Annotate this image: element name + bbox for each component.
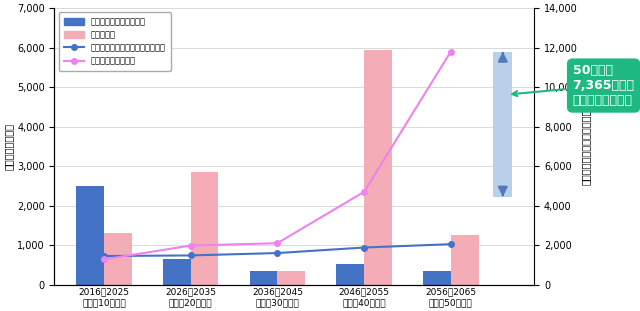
Bar [76,186,104,285]
Bar [364,50,392,285]
Legend: 予防保全型（平準化後）, 対症療法型, 予防保全型（平準化後）（累積）, 対症療法型（累積）: 予防保全型（平準化後）, 対症療法型, 予防保全型（平準化後）（累積）, 対症療… [59,12,171,71]
Y-axis label: 維持事業費累積額（百万円）: 維持事業費累積額（百万円） [580,108,591,185]
Text: 50年間で
7,365百万円
のコスト削減効果: 50年間で 7,365百万円 のコスト削減効果 [512,64,634,107]
Bar [277,271,305,285]
Bar [104,233,132,285]
Bar [423,271,451,285]
Bar [451,235,479,285]
Bar [250,271,277,285]
Y-axis label: 事業費（百万円）: 事業費（百万円） [4,123,14,170]
Bar [191,172,218,285]
Bar [163,259,191,285]
Bar [493,52,513,197]
Bar [337,264,364,285]
